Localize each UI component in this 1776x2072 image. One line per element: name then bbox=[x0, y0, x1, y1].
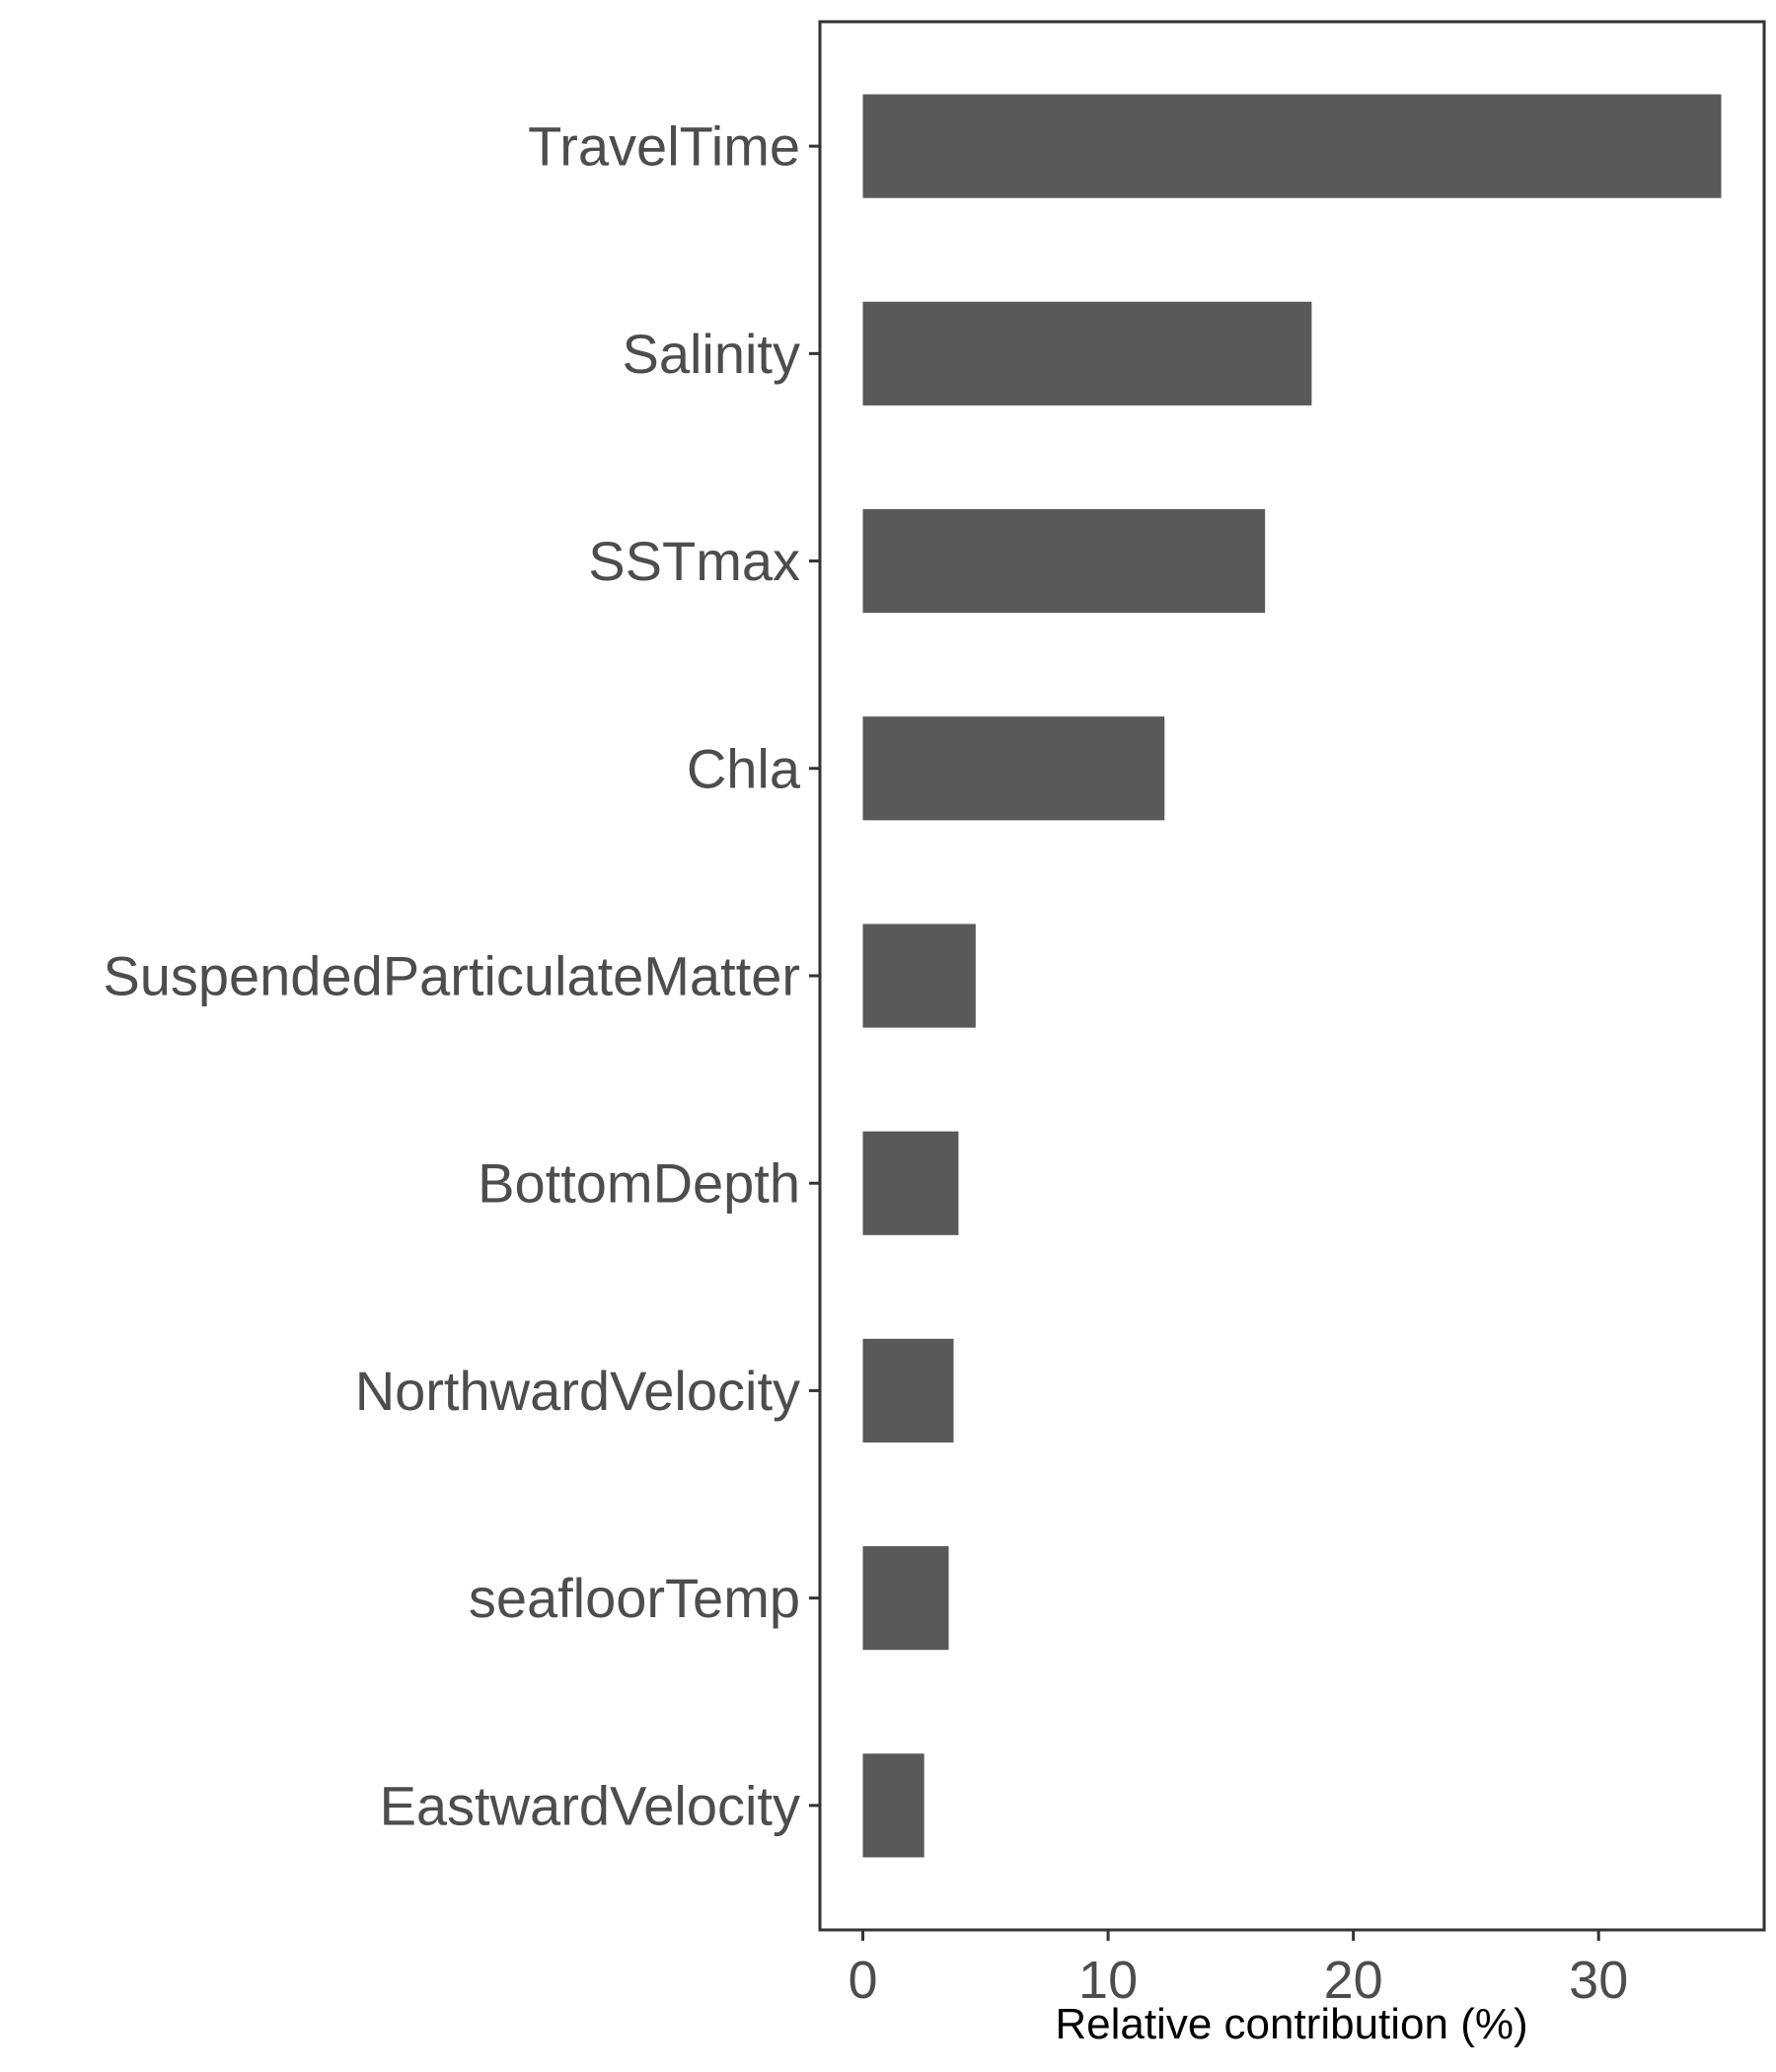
bar-eastwardvelocity bbox=[862, 1753, 925, 1858]
x-tick-label-0: 0 bbox=[848, 1951, 877, 2010]
y-axis-labels: TravelTime Salinity SSTmax Chla SuspendedPar… bbox=[103, 115, 801, 1837]
y-tick-label-seafloortemp: seafloorTemp bbox=[469, 1567, 800, 1629]
y-tick-label-eastwardvelocity: EastwardVelocity bbox=[380, 1774, 800, 1836]
x-axis-ticks bbox=[861, 1930, 1600, 1941]
x-tick-label-20: 20 bbox=[1324, 1951, 1383, 2010]
bar-chla bbox=[862, 716, 1165, 821]
y-tick-label-salinity: Salinity bbox=[622, 323, 800, 385]
x-tick-label-30: 30 bbox=[1569, 1951, 1628, 2010]
bar-traveltime bbox=[862, 94, 1722, 198]
y-tick-label-chla: Chla bbox=[687, 737, 801, 799]
y-tick-label-northwardvelocity: NorthwardVelocity bbox=[355, 1360, 800, 1422]
x-axis-title: Relative contribution (%) bbox=[1055, 2000, 1527, 2048]
y-tick-label-suspendedparticulatematter: SuspendedParticulateMatter bbox=[103, 945, 800, 1007]
bar-suspendedparticulatematter bbox=[862, 924, 976, 1028]
bar-northwardvelocity bbox=[862, 1338, 954, 1443]
bar-bottomdepth bbox=[862, 1131, 959, 1235]
bar-salinity bbox=[862, 301, 1312, 406]
y-tick-label-traveltime: TravelTime bbox=[528, 115, 800, 178]
y-tick-label-sstmax: SSTmax bbox=[588, 530, 800, 592]
x-axis-labels: 0 10 20 30 bbox=[848, 1951, 1628, 2010]
bar-seafloortemp bbox=[862, 1546, 949, 1651]
bars-group bbox=[862, 94, 1722, 1858]
x-tick-label-10: 10 bbox=[1078, 1951, 1138, 2010]
y-axis-ticks bbox=[809, 144, 820, 1808]
bar-sstmax bbox=[862, 509, 1266, 614]
y-tick-label-bottomdepth: BottomDepth bbox=[478, 1152, 800, 1215]
